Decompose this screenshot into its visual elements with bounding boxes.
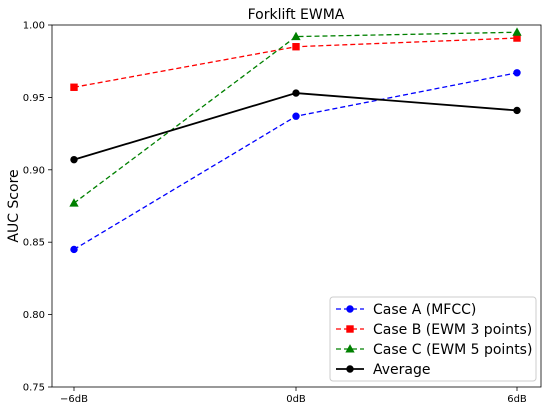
legend-swatch-marker xyxy=(346,365,354,373)
y-tick-label: 0.90 xyxy=(23,165,45,176)
x-tick-label: 0dB xyxy=(286,394,306,405)
y-tick-label: 0.95 xyxy=(23,93,45,104)
legend-entry-label: Case B (EWM 3 points) xyxy=(373,322,532,338)
legend-swatch-marker xyxy=(346,305,354,313)
y-tick-label: 1.00 xyxy=(23,21,45,32)
y-tick-label: 0.85 xyxy=(23,238,45,249)
data-point xyxy=(512,27,522,36)
data-point xyxy=(70,155,78,164)
legend-entry-label: Case A (MFCC) xyxy=(373,302,476,318)
y-tick-label: 0.75 xyxy=(23,383,45,394)
axes: 0.75 0.80 0.85 0.90 0.95 1.00 −6dB 0dB 6dB xyxy=(23,21,542,405)
y-axis-label: AUC Score xyxy=(6,169,22,242)
series-average-line xyxy=(73,92,518,161)
x-tick-label: 6dB xyxy=(507,394,527,405)
data-point xyxy=(292,89,300,97)
data-point xyxy=(70,245,78,254)
plot-frame xyxy=(51,24,542,388)
data-point xyxy=(292,112,300,120)
plot-area xyxy=(69,27,522,254)
data-point xyxy=(70,83,78,91)
legend-swatch-marker xyxy=(346,325,354,333)
data-point xyxy=(69,198,79,207)
data-point xyxy=(513,69,521,77)
data-point xyxy=(292,43,300,51)
x-tick-label: −6dB xyxy=(60,394,88,405)
data-point xyxy=(291,31,301,41)
legend-entry-label: Case C (EWM 5 points) xyxy=(373,342,532,358)
series-case-a-line xyxy=(73,72,518,250)
legend-swatch-marker xyxy=(345,344,355,353)
chart-title: Forklift EWMA xyxy=(248,7,345,23)
y-tick-label: 0.80 xyxy=(23,310,45,321)
legend: Case A (MFCC) Case B (EWM 3 points) Case C… xyxy=(329,296,537,382)
legend-entry-label: Average xyxy=(373,362,431,378)
data-point xyxy=(513,34,521,42)
series-case-c-line xyxy=(73,31,518,204)
legend-box xyxy=(329,296,537,382)
data-point xyxy=(513,106,521,115)
